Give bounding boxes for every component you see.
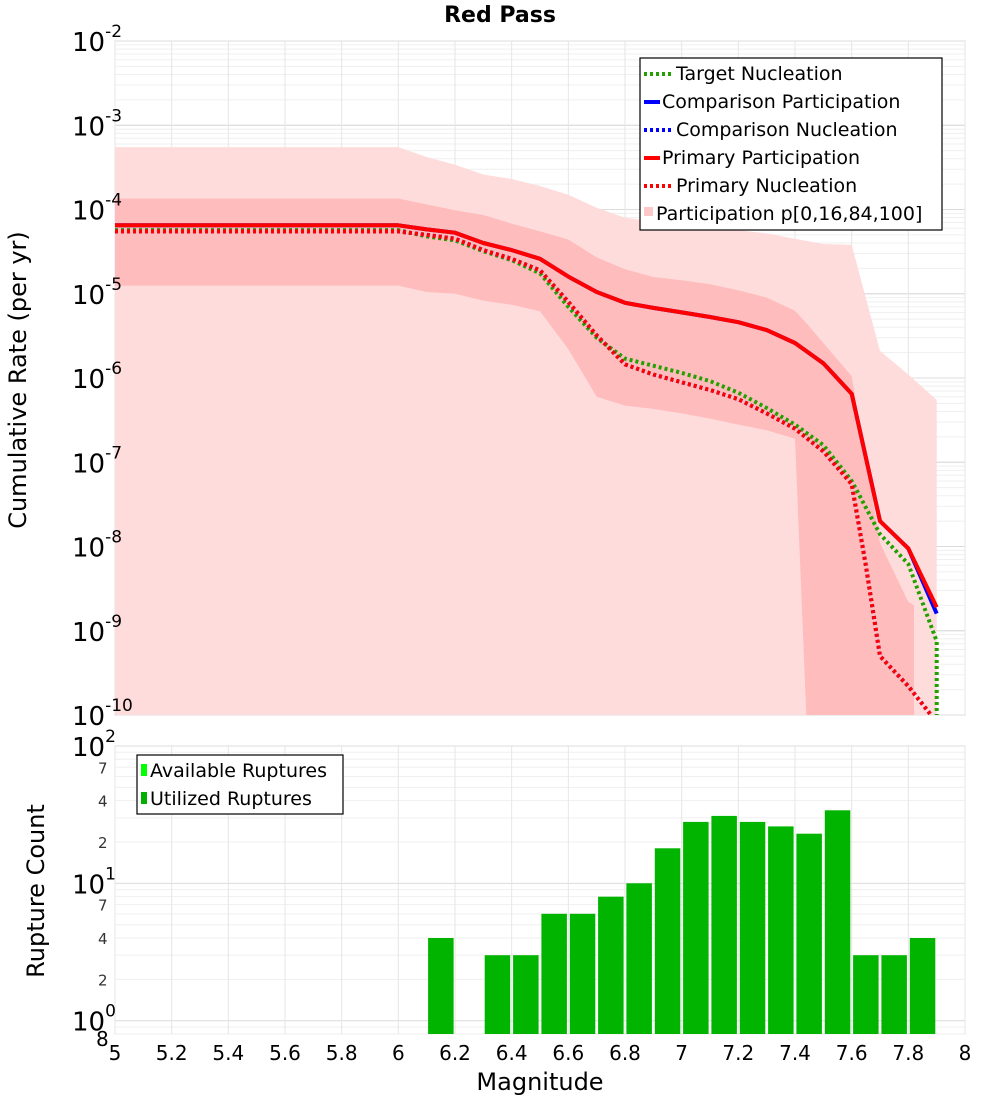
count-y-minor-tick-label: 4 (98, 930, 108, 948)
bottom-y-axis-label: Rupture Count (22, 804, 50, 978)
x-tick-label: 6.2 (439, 1041, 471, 1065)
count-y-minor-tick-label: 7 (98, 759, 108, 777)
series-primary-participation (115, 223, 939, 609)
top-y-axis-label: Cumulative Rate (per yr) (4, 231, 32, 529)
x-tick-label: 5.2 (156, 1041, 188, 1065)
count-y-minor-tick-label: 7 (98, 897, 108, 915)
legend-label-participation-band: Participation p[0,16,84,100] (656, 203, 922, 225)
x-tick-label: 6.4 (496, 1041, 528, 1065)
legend-label-available-ruptures: Available Ruptures (150, 760, 327, 782)
bar-utilized-ruptures (824, 810, 851, 1034)
count-y-ticks: 102 101 100 7 4 2 7 4 2 8 (72, 727, 116, 1051)
legend-swatch-participation-band (644, 207, 653, 216)
bar-utilized-ruptures (598, 896, 624, 1034)
legend-label-primary-participation: Primary Participation (662, 147, 860, 169)
count-y-minor-tick-label: 8 (96, 1027, 109, 1051)
rate-legend: Target Nucleation Comparison Participati… (639, 57, 943, 231)
bar-utilized-ruptures (683, 821, 709, 1034)
x-tick-label: 7 (675, 1041, 688, 1065)
x-tick-label: 7.4 (779, 1041, 811, 1065)
bar-utilized-ruptures (484, 955, 511, 1034)
percentile-bands (115, 147, 937, 716)
count-y-minor-tick-label: 2 (98, 834, 108, 852)
legend-label-utilized-ruptures: Utilized Ruptures (150, 788, 312, 810)
chart-title: Red Pass (444, 3, 556, 28)
x-tick-label: 7.6 (836, 1041, 868, 1065)
x-axis-label: Magnitude (476, 1068, 603, 1096)
bar-utilized-ruptures (711, 815, 737, 1034)
legend-label-primary-nucleation: Primary Nucleation (676, 175, 857, 197)
legend-swatch-available-ruptures (141, 764, 147, 776)
band-p16-p84 (115, 198, 914, 715)
rate-y-tick-label: 10-3 (72, 106, 122, 142)
count-legend-box (136, 754, 344, 815)
bar-utilized-ruptures (541, 913, 567, 1034)
count-y-minor-tick-label: 2 (98, 971, 108, 989)
x-tick-label: 7.8 (892, 1041, 924, 1065)
rate-y-tick-label: 10-5 (72, 275, 122, 311)
x-tick-label: 5 (109, 1041, 122, 1065)
x-tick-label: 6 (392, 1041, 405, 1065)
bar-utilized-ruptures (768, 826, 794, 1034)
rate-y-tick-label: 10-7 (72, 443, 122, 479)
magnitude-x-ticks: 5 5.2 5.4 5.6 5.8 6 6.2 6.4 6.6 6.8 7 7.2 7.4 7.6 7.8 8 (109, 1041, 972, 1065)
rate-y-ticks: 10-2 10-3 10-4 10-5 10-6 10-7 10-8 10-9 10-10 (72, 22, 133, 732)
rate-y-tick-label: 10-9 (72, 612, 122, 648)
bar-utilized-ruptures (654, 848, 681, 1034)
x-tick-label: 6.8 (609, 1041, 641, 1065)
rupture-bars (428, 810, 936, 1034)
legend-label-target-nucleation: Target Nucleation (675, 63, 843, 85)
bar-utilized-ruptures (881, 955, 907, 1034)
bar-utilized-ruptures (428, 938, 454, 1034)
bar-utilized-ruptures (853, 955, 879, 1034)
x-tick-label: 8 (959, 1041, 972, 1065)
legend-label-comparison-nucleation: Comparison Nucleation (676, 119, 898, 141)
rate-y-tick-label: 10-8 (72, 528, 122, 564)
x-tick-label: 5.4 (212, 1041, 244, 1065)
rate-y-tick-label: 10-6 (72, 359, 122, 395)
count-legend: Available Ruptures Utilized Ruptures (136, 754, 344, 815)
bar-utilized-ruptures (909, 938, 936, 1034)
series-primary-nucleation (115, 229, 933, 717)
bar-utilized-ruptures (626, 883, 652, 1034)
legend-swatch-utilized-ruptures (141, 792, 147, 804)
count-y-tick-label: 102 (72, 727, 116, 763)
rate-y-tick-label: 10-10 (72, 696, 133, 732)
count-y-tick-label: 100 (72, 1002, 116, 1038)
bar-utilized-ruptures (796, 833, 822, 1034)
legend-label-comparison-participation: Comparison Participation (662, 91, 900, 113)
rate-series-lines (115, 223, 939, 717)
rate-legend-box (639, 57, 943, 231)
x-tick-label: 5.6 (269, 1041, 301, 1065)
count-y-tick-label: 101 (72, 864, 116, 900)
x-tick-label: 6.6 (552, 1041, 584, 1065)
x-tick-label: 7.2 (722, 1041, 754, 1065)
bar-utilized-ruptures (513, 955, 539, 1034)
x-tick-label: 5.8 (326, 1041, 358, 1065)
count-y-minor-tick-label: 4 (98, 793, 108, 811)
bar-utilized-ruptures (569, 913, 596, 1034)
rate-y-tick-label: 10-2 (72, 22, 122, 58)
rate-y-tick-label: 10-4 (72, 191, 122, 227)
bar-utilized-ruptures (739, 821, 766, 1034)
